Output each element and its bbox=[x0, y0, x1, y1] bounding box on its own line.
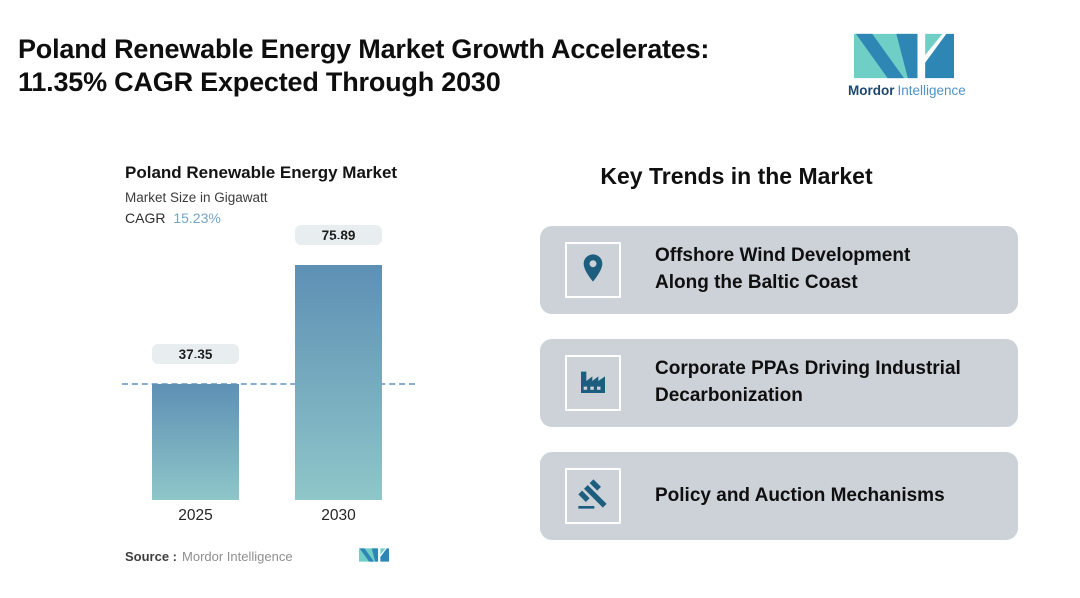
value-label-2030: 75.89 bbox=[295, 225, 382, 245]
source-text: Source : Mordor Intelligence bbox=[125, 549, 293, 564]
x-axis-labels: 2025 2030 bbox=[125, 507, 417, 529]
factory-icon bbox=[577, 365, 609, 402]
x-label-2030: 2030 bbox=[321, 507, 356, 524]
brand-logo: Mordor Intelligence bbox=[848, 33, 968, 98]
page-title: Poland Renewable Energy Market Growth Ac… bbox=[18, 33, 709, 99]
x-label-2025: 2025 bbox=[178, 507, 213, 524]
reference-dashed-line bbox=[122, 383, 415, 386]
source-row: Source : Mordor Intelligence bbox=[125, 548, 417, 570]
trend-card-offshore-wind: Offshore Wind Development Along the Balt… bbox=[540, 226, 1018, 314]
bar-2030 bbox=[295, 265, 382, 500]
trend-text: Offshore Wind Development Along the Balt… bbox=[655, 245, 911, 293]
trend-icon-tile bbox=[565, 242, 621, 298]
trend-card-policy-auction: Policy and Auction Mechanisms bbox=[540, 452, 1018, 540]
chart-subtitle: Market Size in Gigawatt bbox=[125, 190, 268, 205]
location-pin-icon bbox=[577, 252, 609, 289]
value-pill-2025: 37.35 bbox=[152, 344, 239, 382]
bar-chart-plot: 37.35 75.89 bbox=[122, 225, 417, 500]
mordor-intelligence-logo-icon bbox=[848, 33, 968, 79]
bar-2025 bbox=[152, 384, 239, 500]
value-label-2025: 37.35 bbox=[152, 344, 239, 365]
trends-heading: Key Trends in the Market bbox=[600, 163, 873, 189]
mi-logo-small-icon bbox=[359, 548, 389, 567]
page-title-line1: Poland Renewable Energy Market Growth Ac… bbox=[18, 34, 710, 64]
gavel-icon bbox=[577, 478, 609, 515]
trend-icon-tile bbox=[565, 355, 621, 411]
cagr-value: 15.23% bbox=[173, 210, 221, 226]
trend-icon-tile bbox=[565, 468, 621, 524]
trend-text: Policy and Auction Mechanisms bbox=[655, 484, 945, 506]
trends-section: Key Trends in the Market Offshore Wind D… bbox=[540, 163, 1018, 540]
source-value: Mordor Intelligence bbox=[182, 549, 293, 564]
trend-text: Corporate PPAs Driving Industrial Decarb… bbox=[655, 358, 961, 406]
trend-card-corporate-ppas: Corporate PPAs Driving Industrial Decarb… bbox=[540, 339, 1018, 427]
cagr-label: CAGR bbox=[125, 210, 166, 226]
value-pill-2030: 75.89 bbox=[295, 225, 382, 263]
page-title-line2: 11.35% CAGR Expected Through 2030 bbox=[18, 66, 501, 97]
brand-name: Mordor Intelligence bbox=[848, 83, 966, 98]
source-label: Source : bbox=[125, 549, 178, 564]
chart-section: Poland Renewable Energy Market Market Si… bbox=[122, 163, 417, 570]
pill-caret-icon bbox=[332, 239, 345, 262]
chart-cagr: CAGR 15.23% bbox=[125, 210, 417, 226]
chart-title: Poland Renewable Energy Market bbox=[125, 163, 398, 182]
pill-caret-icon bbox=[189, 358, 202, 382]
